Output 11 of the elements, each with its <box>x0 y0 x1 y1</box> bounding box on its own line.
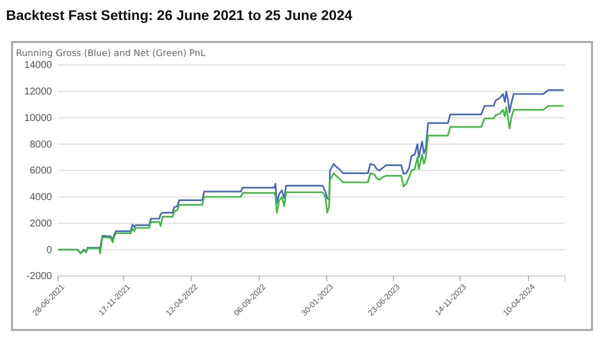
chart-title: Backtest Fast Setting: 26 June 2021 to 25 June 2024 <box>6 7 352 23</box>
y-tick-label: -2000 <box>26 271 52 282</box>
y-tick-label: 4000 <box>30 192 52 204</box>
y-tick-label: 0 <box>46 244 52 256</box>
y-tick-label: 8000 <box>30 139 52 150</box>
y-tick-label: 10000 <box>24 112 52 124</box>
y-tick-label: 12000 <box>24 86 52 98</box>
y-tick-label: 14000 <box>24 60 52 72</box>
y-tick-label: 2000 <box>30 218 52 230</box>
chart-subtitle: Running Gross (Blue) and Net (Green) PnL <box>16 49 206 59</box>
y-tick-label: 6000 <box>30 166 52 177</box>
